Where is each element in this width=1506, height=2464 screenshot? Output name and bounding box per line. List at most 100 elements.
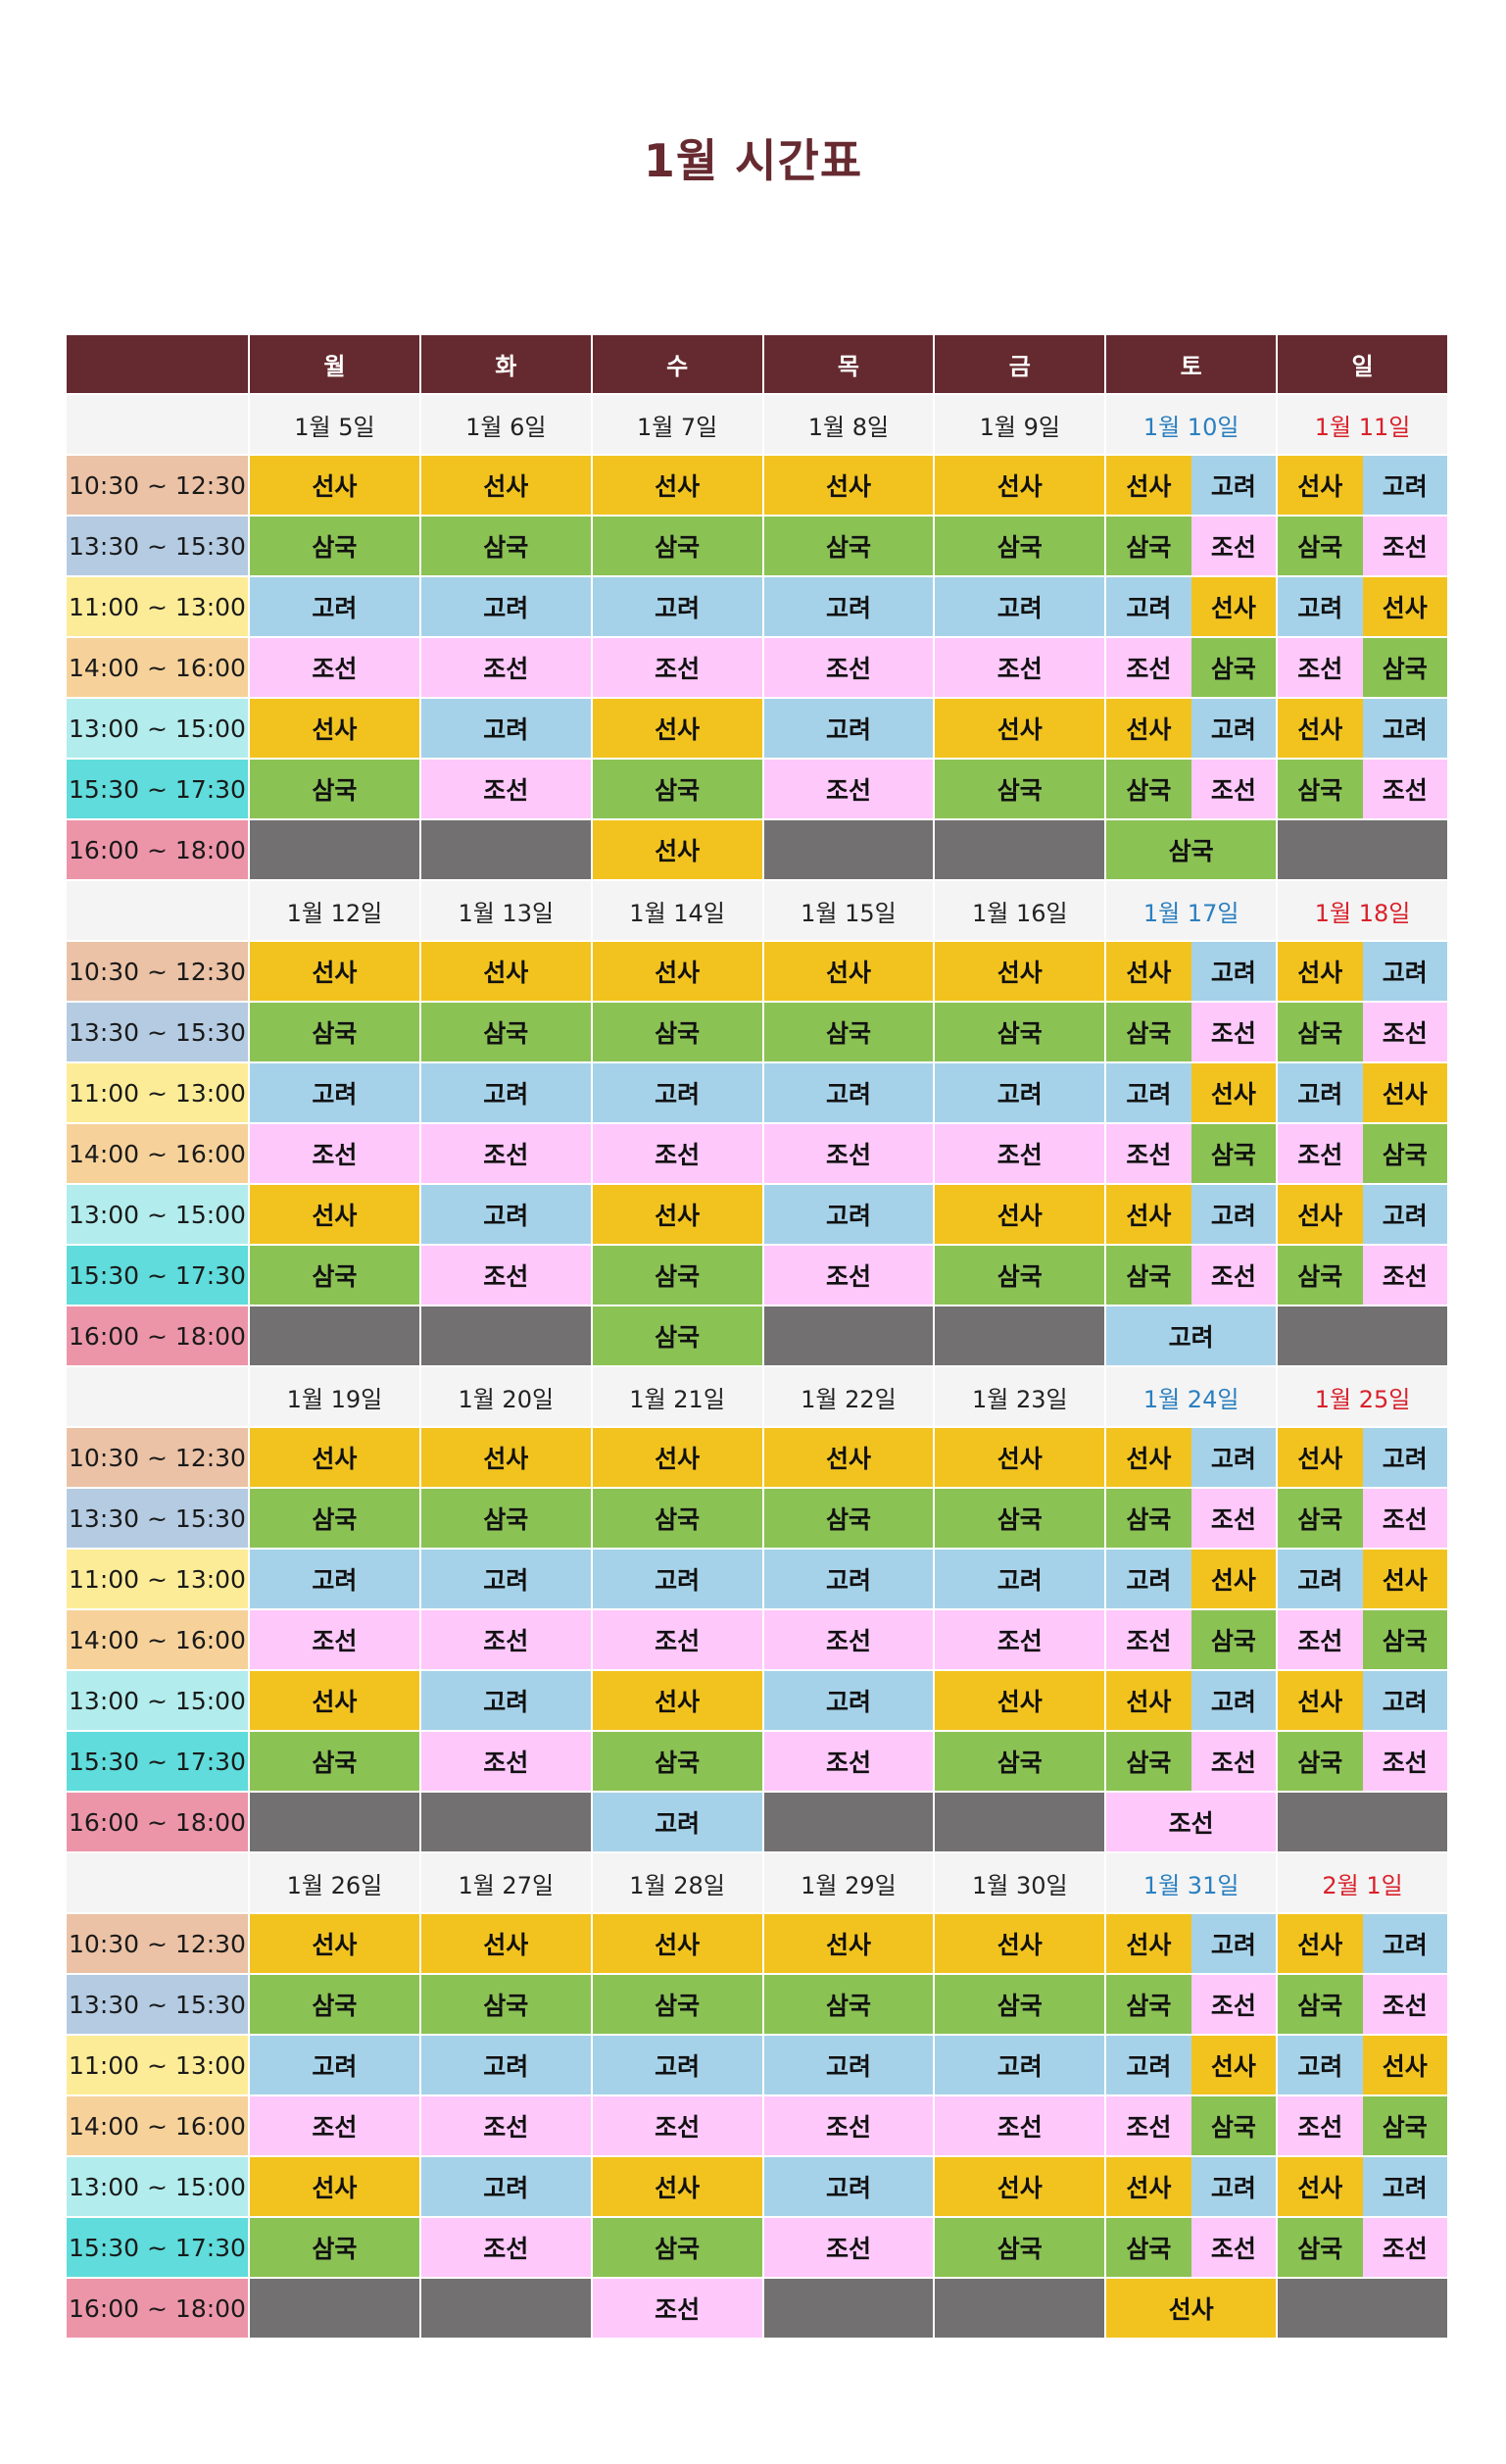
class-subject: 고려 <box>1190 1915 1276 1972</box>
class-subject: 삼국 <box>1279 1490 1363 1547</box>
split-class-cell: 선사 고려 <box>1276 697 1449 760</box>
class-subject: 삼국 <box>1279 1247 1363 1304</box>
class-cell: 삼국 <box>248 1973 421 2036</box>
timetable: 월 화 수 목 금 토 일 1월 5일 1월 6일 1월 7일 1월 8일 1월 9일 1… <box>65 333 1449 2340</box>
time-slot-row: 11:00 ~ 13:00 고려 고려 고려 고려 고려 고려 선사 고려 선사 <box>65 575 1449 638</box>
class-subject: 조선 <box>1362 2219 1447 2276</box>
date-cell-sun: 1월 18일 <box>1276 879 1449 942</box>
class-subject: 선사 <box>1279 1915 1363 1972</box>
split-class-wrapper: 고려 선사 <box>1107 1551 1276 1607</box>
class-cell: 삼국 <box>761 1973 936 2036</box>
split-class-cell: 선사 고려 <box>1104 454 1279 517</box>
class-subject: 선사 <box>1107 1429 1191 1486</box>
time-slot-label: 16:00 ~ 18:00 <box>65 1791 250 1853</box>
time-slot-label: 16:00 ~ 18:00 <box>65 818 250 881</box>
class-subject: 고려 <box>1190 943 1276 1000</box>
class-cell: 삼국 <box>933 515 1107 577</box>
class-subject: 삼국 <box>1362 2097 1447 2154</box>
time-slot-row: 16:00 ~ 18:00 삼국 고려 <box>65 1305 1449 1367</box>
class-subject: 조선 <box>1279 2097 1363 2154</box>
class-cell: 고려 <box>761 1669 936 1732</box>
split-class-cell: 조선 삼국 <box>1276 636 1449 699</box>
class-cell: 삼국 <box>248 1487 421 1550</box>
class-subject: 삼국 <box>1279 517 1363 574</box>
class-subject: 선사 <box>1279 2158 1363 2215</box>
empty-class-cell <box>933 818 1107 881</box>
split-class-wrapper: 선사 고려 <box>1107 2158 1276 2215</box>
class-cell: 삼국 <box>248 758 421 820</box>
class-cell: 고려 <box>933 575 1107 638</box>
class-cell: 선사 <box>933 2155 1107 2218</box>
class-cell: 삼국 <box>933 2216 1107 2279</box>
class-subject: 선사 <box>1279 700 1363 757</box>
class-cell: 조선 <box>933 2094 1107 2157</box>
class-cell: 고려 <box>761 575 936 638</box>
class-cell: 고려 <box>418 697 593 760</box>
split-class-cell: 선사 고려 <box>1276 1912 1449 1975</box>
class-cell: 고려 <box>590 1061 764 1124</box>
date-row: 1월 26일 1월 27일 1월 28일 1월 29일 1월 30일 1월 31일 2월 1… <box>65 1851 1449 1914</box>
split-class-wrapper: 삼국 조선 <box>1107 1976 1276 2033</box>
split-class-wrapper: 선사 고려 <box>1107 1915 1276 1972</box>
class-subject: 삼국 <box>1279 761 1363 817</box>
split-class-cell: 삼국 조선 <box>1276 758 1449 820</box>
class-cell: 선사 <box>418 1426 593 1489</box>
class-cell: 선사 <box>933 1669 1107 1732</box>
date-cell-thu: 1월 8일 <box>761 393 936 456</box>
class-subject: 선사 <box>1107 943 1191 1000</box>
date-cell-thu: 1월 29일 <box>761 1851 936 1914</box>
class-subject: 조선 <box>1107 1611 1191 1668</box>
time-slot-row: 14:00 ~ 16:00 조선 조선 조선 조선 조선 조선 삼국 조선 삼국 <box>65 636 1449 699</box>
split-class-cell: 고려 선사 <box>1104 1061 1279 1124</box>
time-slot-label: 16:00 ~ 18:00 <box>65 1305 250 1367</box>
split-class-cell: 삼국 조선 <box>1104 515 1279 577</box>
split-class-wrapper: 고려 선사 <box>1279 578 1447 635</box>
class-cell: 삼국 <box>590 515 764 577</box>
time-slot-row: 13:30 ~ 15:30 삼국 삼국 삼국 삼국 삼국 삼국 조선 삼국 조선 <box>65 1487 1449 1550</box>
class-cell: 삼국 <box>933 758 1107 820</box>
split-class-wrapper: 조선 삼국 <box>1279 1125 1447 1182</box>
class-subject: 고려 <box>1279 1064 1363 1121</box>
class-cell: 삼국 <box>590 1730 764 1793</box>
class-cell: 선사 <box>248 1669 421 1732</box>
class-cell: 조선 <box>761 1608 936 1671</box>
class-cell: 조선 <box>761 2216 936 2279</box>
date-cell-sun: 2월 1일 <box>1276 1851 1449 1914</box>
class-cell: 조선 <box>761 2094 936 2157</box>
class-cell: 삼국 <box>590 1305 764 1367</box>
time-slot-label: 10:30 ~ 12:30 <box>65 454 250 517</box>
weekday-header-wed: 수 <box>590 333 764 395</box>
class-cell: 삼국 <box>590 1487 764 1550</box>
split-class-wrapper: 조선 삼국 <box>1279 2097 1447 2154</box>
time-slot-row: 10:30 ~ 12:30 선사 선사 선사 선사 선사 선사 고려 선사 고려 <box>65 940 1449 1003</box>
class-subject: 조선 <box>1362 1733 1447 1790</box>
class-cell: 선사 <box>248 1426 421 1489</box>
class-subject: 고려 <box>1362 943 1447 1000</box>
split-class-wrapper: 선사 고려 <box>1279 700 1447 757</box>
class-subject: 고려 <box>1279 2037 1363 2094</box>
date-cell-wed: 1월 7일 <box>590 393 764 456</box>
time-slot-row: 15:30 ~ 17:30 삼국 조선 삼국 조선 삼국 삼국 조선 삼국 조선 <box>65 758 1449 820</box>
split-class-cell: 조선 삼국 <box>1104 2094 1279 2157</box>
class-cell: 조선 <box>418 636 593 699</box>
class-subject: 삼국 <box>1107 1247 1191 1304</box>
class-subject: 선사 <box>1190 1064 1276 1121</box>
class-subject: 삼국 <box>1107 761 1191 817</box>
class-subject: 삼국 <box>1190 639 1276 696</box>
split-class-wrapper: 고려 선사 <box>1107 578 1276 635</box>
class-cell: 조선 <box>418 1244 593 1306</box>
date-cell-wed: 1월 28일 <box>590 1851 764 1914</box>
time-slot-row: 13:00 ~ 15:00 선사 고려 선사 고려 선사 선사 고려 선사 고려 <box>65 2155 1449 2218</box>
class-cell: 삼국 <box>590 2216 764 2279</box>
split-class-cell: 삼국 조선 <box>1104 2216 1279 2279</box>
class-cell: 선사 <box>933 697 1107 760</box>
time-slot-label: 15:30 ~ 17:30 <box>65 1244 250 1306</box>
class-cell: 선사 <box>761 940 936 1003</box>
time-slot-row: 16:00 ~ 18:00 선사 삼국 <box>65 818 1449 881</box>
class-cell: 고려 <box>761 1183 936 1246</box>
date-cell-mon: 1월 5일 <box>248 393 421 456</box>
split-class-wrapper: 삼국 조선 <box>1279 517 1447 574</box>
date-cell-fri: 1월 30일 <box>933 1851 1107 1914</box>
class-subject: 삼국 <box>1107 1733 1191 1790</box>
class-cell: 선사 <box>590 2155 764 2218</box>
